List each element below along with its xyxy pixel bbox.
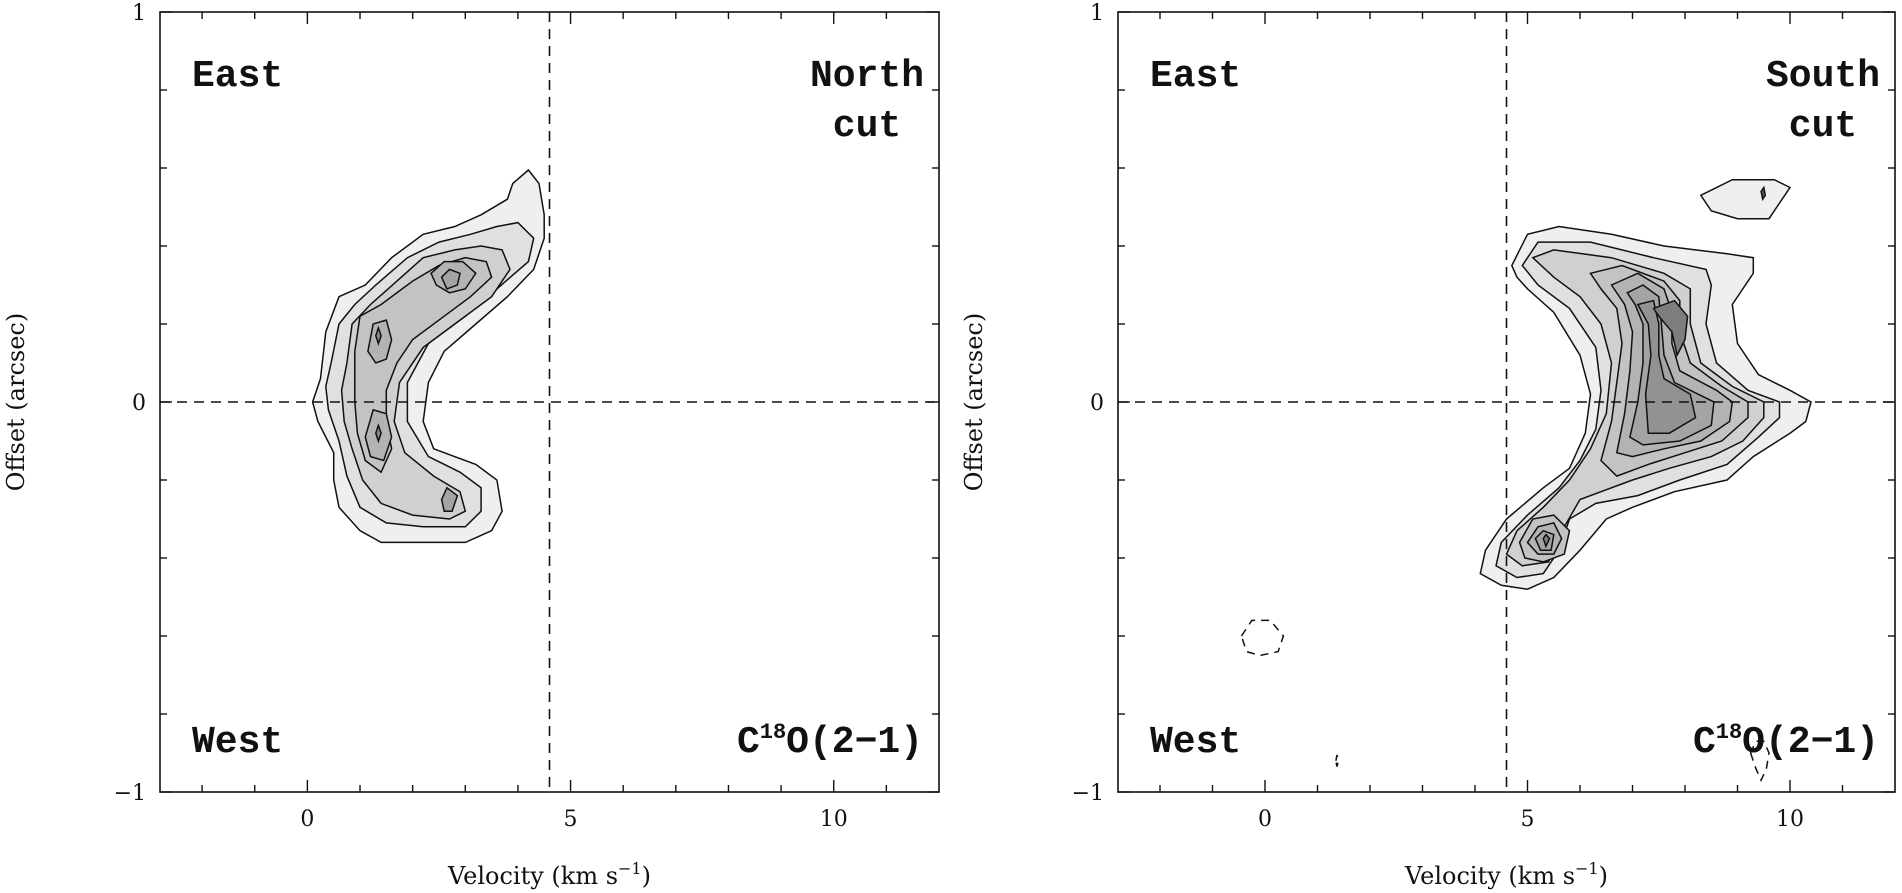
- x-tick-label: 5: [564, 807, 578, 832]
- x-tick-label: 0: [1258, 807, 1272, 832]
- x-tick-label: 10: [1776, 807, 1804, 832]
- y-tick-label: 1: [1090, 1, 1104, 26]
- contour-level-7: [375, 325, 382, 346]
- plot-frame: [159, 11, 940, 793]
- contour-level-7: [375, 423, 382, 444]
- negative-contour: [1240, 619, 1285, 657]
- contour-level-8: [1652, 299, 1689, 358]
- x-axis-label: Velocity (km s−1): [1404, 859, 1608, 890]
- x-tick-label: 10: [820, 807, 848, 832]
- x-axis-label: Velocity (km s−1): [447, 859, 651, 890]
- contour-level-8: [1542, 533, 1551, 549]
- plot-area: [1240, 178, 1812, 783]
- y-tick-label: 1: [132, 1, 146, 26]
- y-axis-label: Offset (arcsec): [2, 313, 30, 491]
- label-cut: cut: [1789, 105, 1857, 148]
- label-cut-direction: North: [810, 55, 924, 98]
- label-west: West: [1150, 721, 1241, 764]
- label-cut-direction: South: [1766, 55, 1880, 98]
- label-east: East: [1150, 55, 1241, 98]
- label-molecule: C18O(2−1): [737, 720, 923, 764]
- contour-level-7: [1636, 299, 1697, 434]
- x-tick-label: 5: [1521, 807, 1535, 832]
- y-tick-label: −1: [114, 781, 146, 806]
- y-tick-label: 0: [1090, 391, 1104, 416]
- y-tick-label: −1: [1072, 781, 1104, 806]
- negative-contour: [1749, 740, 1770, 783]
- label-cut: cut: [833, 105, 901, 148]
- plot-area: [311, 168, 545, 544]
- y-tick-label: 0: [132, 391, 146, 416]
- negative-contour: [1335, 754, 1340, 767]
- panel-south-cut: 0 5 10 −1 0 1 Velocity (km s−1) Offset (arcsec)…: [960, 1, 1896, 890]
- y-axis-label: Offset (arcsec): [960, 313, 988, 491]
- contour-level-6: [440, 486, 459, 512]
- contour-level-6: [440, 268, 461, 290]
- x-tick-label: 0: [300, 807, 314, 832]
- plot-frame: [1117, 11, 1896, 793]
- label-molecule: C18O(2−1): [1693, 720, 1879, 764]
- label-west: West: [192, 721, 283, 764]
- contour-level-1: [1699, 178, 1792, 220]
- contour-level-9: [1760, 185, 1767, 202]
- contour-level-4: [354, 256, 493, 474]
- panel-north-cut: 0 5 10 −1 0 1 Velocity (km s−1) Offset (arcsec)…: [2, 1, 940, 890]
- label-east: East: [192, 55, 283, 98]
